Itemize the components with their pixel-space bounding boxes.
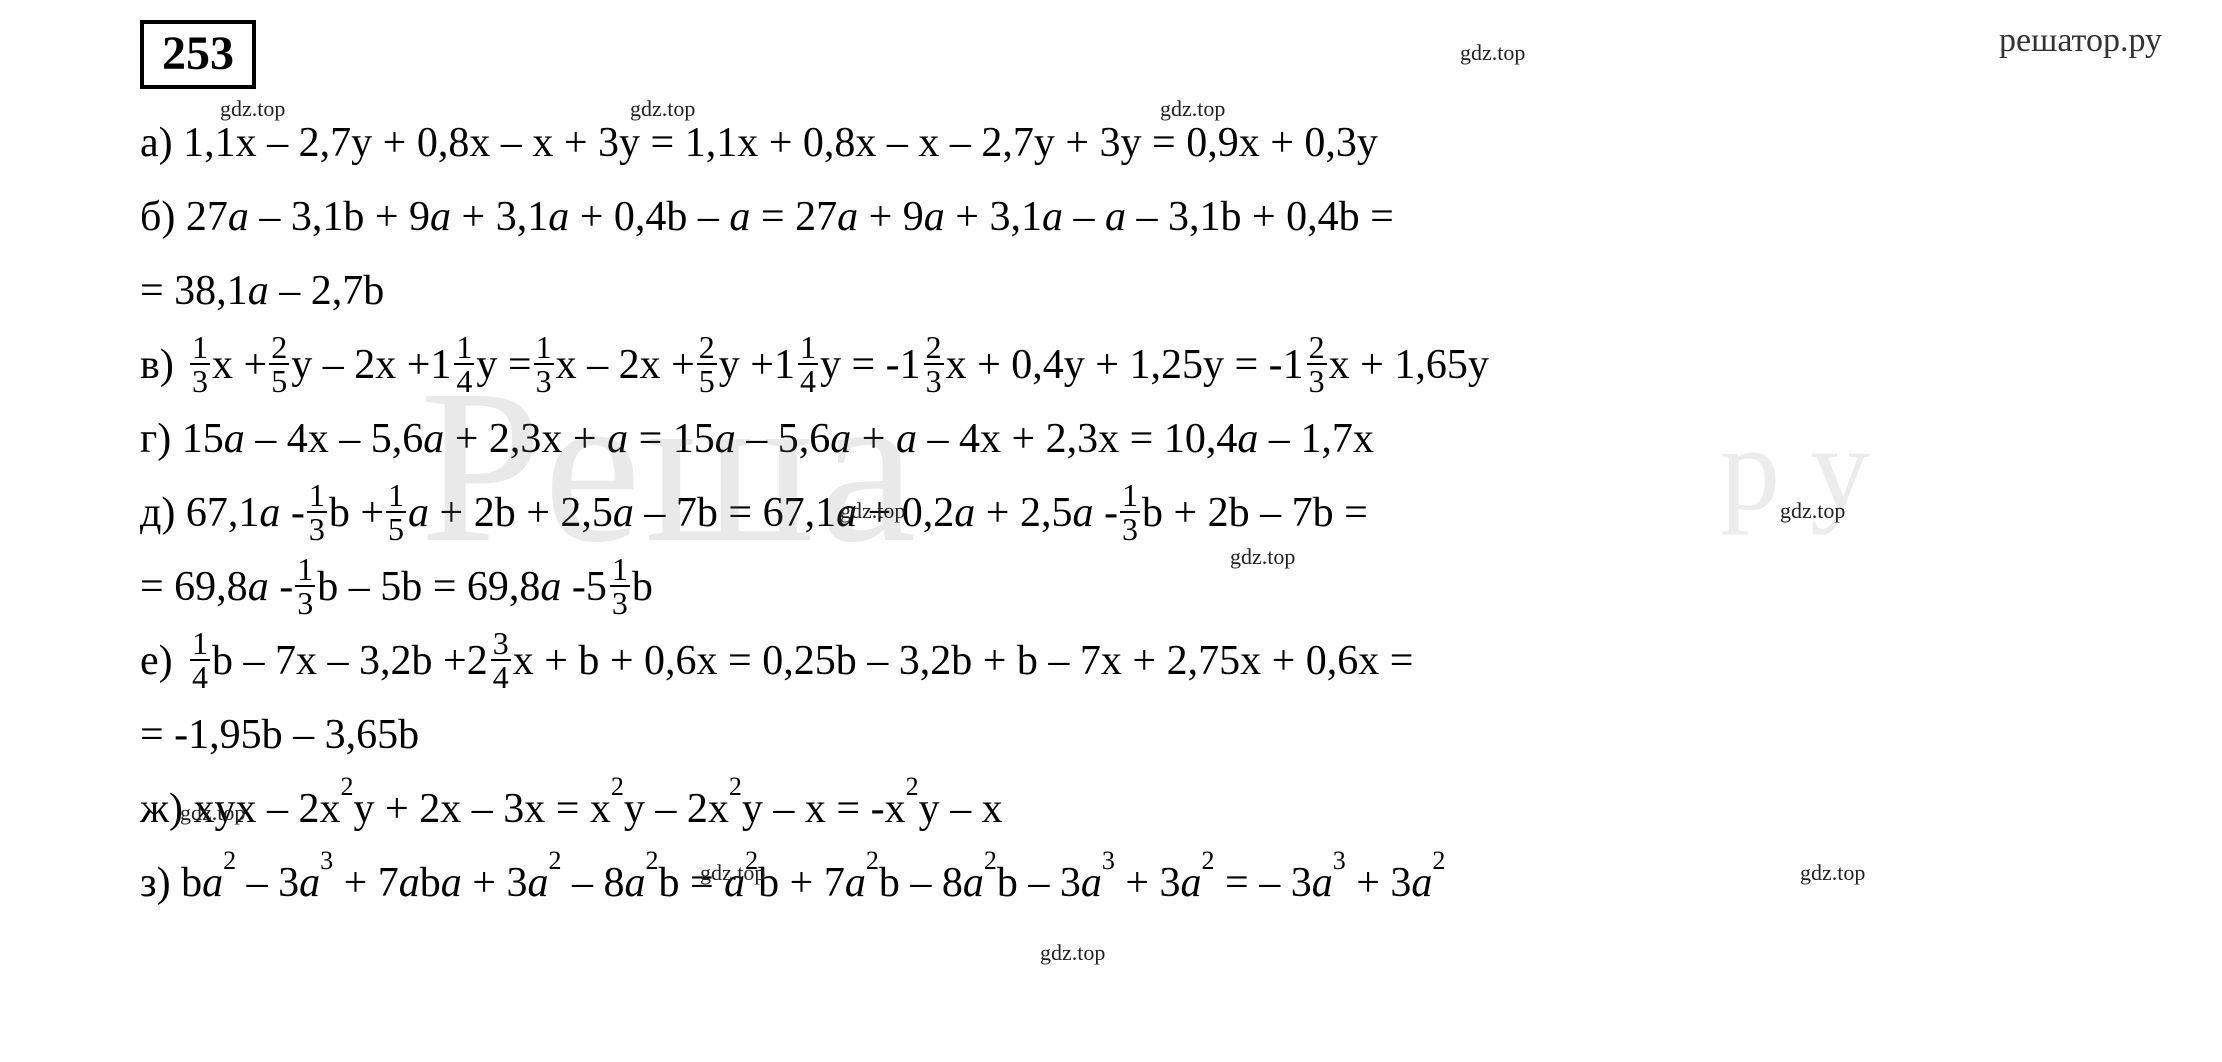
- line-g-text: г) 15a – 4x – 5,6a + 2,3x + a = 15a – 5,…: [140, 407, 1374, 472]
- frac-2-5-a: 25: [269, 331, 289, 397]
- mixed-1-2-3-b: 123: [1283, 333, 1329, 399]
- v-t4: x – 2x +: [556, 333, 695, 398]
- frac-1-3-b: 13: [534, 331, 554, 397]
- v-t3: y =: [476, 333, 531, 398]
- d-prefix: д) 67,1a -: [140, 481, 305, 546]
- line-b2-text: = 38,1a – 2,7b: [140, 259, 384, 324]
- v-t6: y = -: [820, 333, 900, 398]
- page-root: решатор.ру 253 Реша р у gdz.topgdz.topgd…: [0, 0, 2222, 1062]
- mixed-2-3-4: 234: [467, 629, 513, 695]
- line-b2: = 38,1a – 2,7b: [140, 255, 2102, 329]
- frac-1-3-d: 13: [1120, 479, 1140, 545]
- frac-1-3-a: 13: [190, 331, 210, 397]
- d2-t1: b – 5b = 69,8a -: [317, 555, 586, 620]
- d-t1: b +: [329, 481, 384, 546]
- d-t3: b + 2b – 7b =: [1142, 481, 1368, 546]
- line-e1: е) 14 b – 7x – 3,2b + 234 x + b + 0,6x =…: [140, 625, 2102, 699]
- v-t5: y +: [719, 333, 774, 398]
- label-e: е): [140, 629, 188, 694]
- d-t2: a + 2b + 2,5a – 7b = 67,1a + 0,2a + 2,5a…: [408, 481, 1118, 546]
- line-zh: ж) xyx – 2x2y + 2x – 3x = x2y – 2x2y – x…: [140, 773, 2102, 847]
- frac-1-3-c: 13: [307, 479, 327, 545]
- mixed-5-1-3: 513: [586, 555, 632, 621]
- problem-number-box: 253: [140, 20, 256, 89]
- d2-t2: b: [632, 555, 653, 620]
- line-e2: = -1,95b – 3,65b: [140, 699, 2102, 773]
- mixed-1-2-3-a: 123: [900, 333, 946, 399]
- line-b1: б) 27a – 3,1b + 9a + 3,1a + 0,4b – a = 2…: [140, 181, 2102, 255]
- e-t1: b – 7x – 3,2b +: [212, 629, 467, 694]
- line-z: з) ba2 – 3a3 + 7aba + 3a2 – 8a2b = a2b +…: [140, 847, 2102, 921]
- line-d2: = 69,8a - 13 b – 5b = 69,8a - 513 b: [140, 551, 2102, 625]
- line-v: в) 13 x + 25 y – 2x + 114 y = 13 x – 2x …: [140, 329, 2102, 403]
- v-t7: x + 0,4y + 1,25y = -: [946, 333, 1283, 398]
- v-t2: y – 2x +: [291, 333, 430, 398]
- mixed-1-1-4-a: 114: [430, 333, 476, 399]
- v-t8: x + 1,65y: [1329, 333, 1489, 398]
- v-t1: x +: [212, 333, 267, 398]
- line-g: г) 15a – 4x – 5,6a + 2,3x + a = 15a – 5,…: [140, 403, 2102, 477]
- e-t2: x + b + 0,6x = 0,25b – 3,2b + b – 7x + 2…: [513, 629, 1414, 694]
- line-d1: д) 67,1a - 13 b + 15 a + 2b + 2,5a – 7b …: [140, 477, 2102, 551]
- label-v: в): [140, 333, 188, 398]
- line-z-text: з) ba2 – 3a3 + 7aba + 3a2 – 8a2b = a2b +…: [140, 851, 1445, 916]
- frac-1-3-e: 13: [295, 553, 315, 619]
- mixed-1-1-4-b: 114: [774, 333, 820, 399]
- frac-1-4: 14: [190, 627, 210, 693]
- frac-1-5: 15: [386, 479, 406, 545]
- gdz-watermark: gdz.top: [1040, 940, 1105, 966]
- line-b1-text: б) 27a – 3,1b + 9a + 3,1a + 0,4b – a = 2…: [140, 185, 1394, 250]
- line-zh-text: ж) xyx – 2x2y + 2x – 3x = x2y – 2x2y – x…: [140, 777, 1003, 842]
- source-watermark: решатор.ру: [1999, 22, 2162, 60]
- gdz-watermark: gdz.top: [1460, 40, 1525, 66]
- d2-prefix: = 69,8a -: [140, 555, 293, 620]
- frac-2-5-b: 25: [697, 331, 717, 397]
- line-a: а) 1,1x – 2,7y + 0,8x – x + 3y = 1,1x + …: [140, 107, 2102, 181]
